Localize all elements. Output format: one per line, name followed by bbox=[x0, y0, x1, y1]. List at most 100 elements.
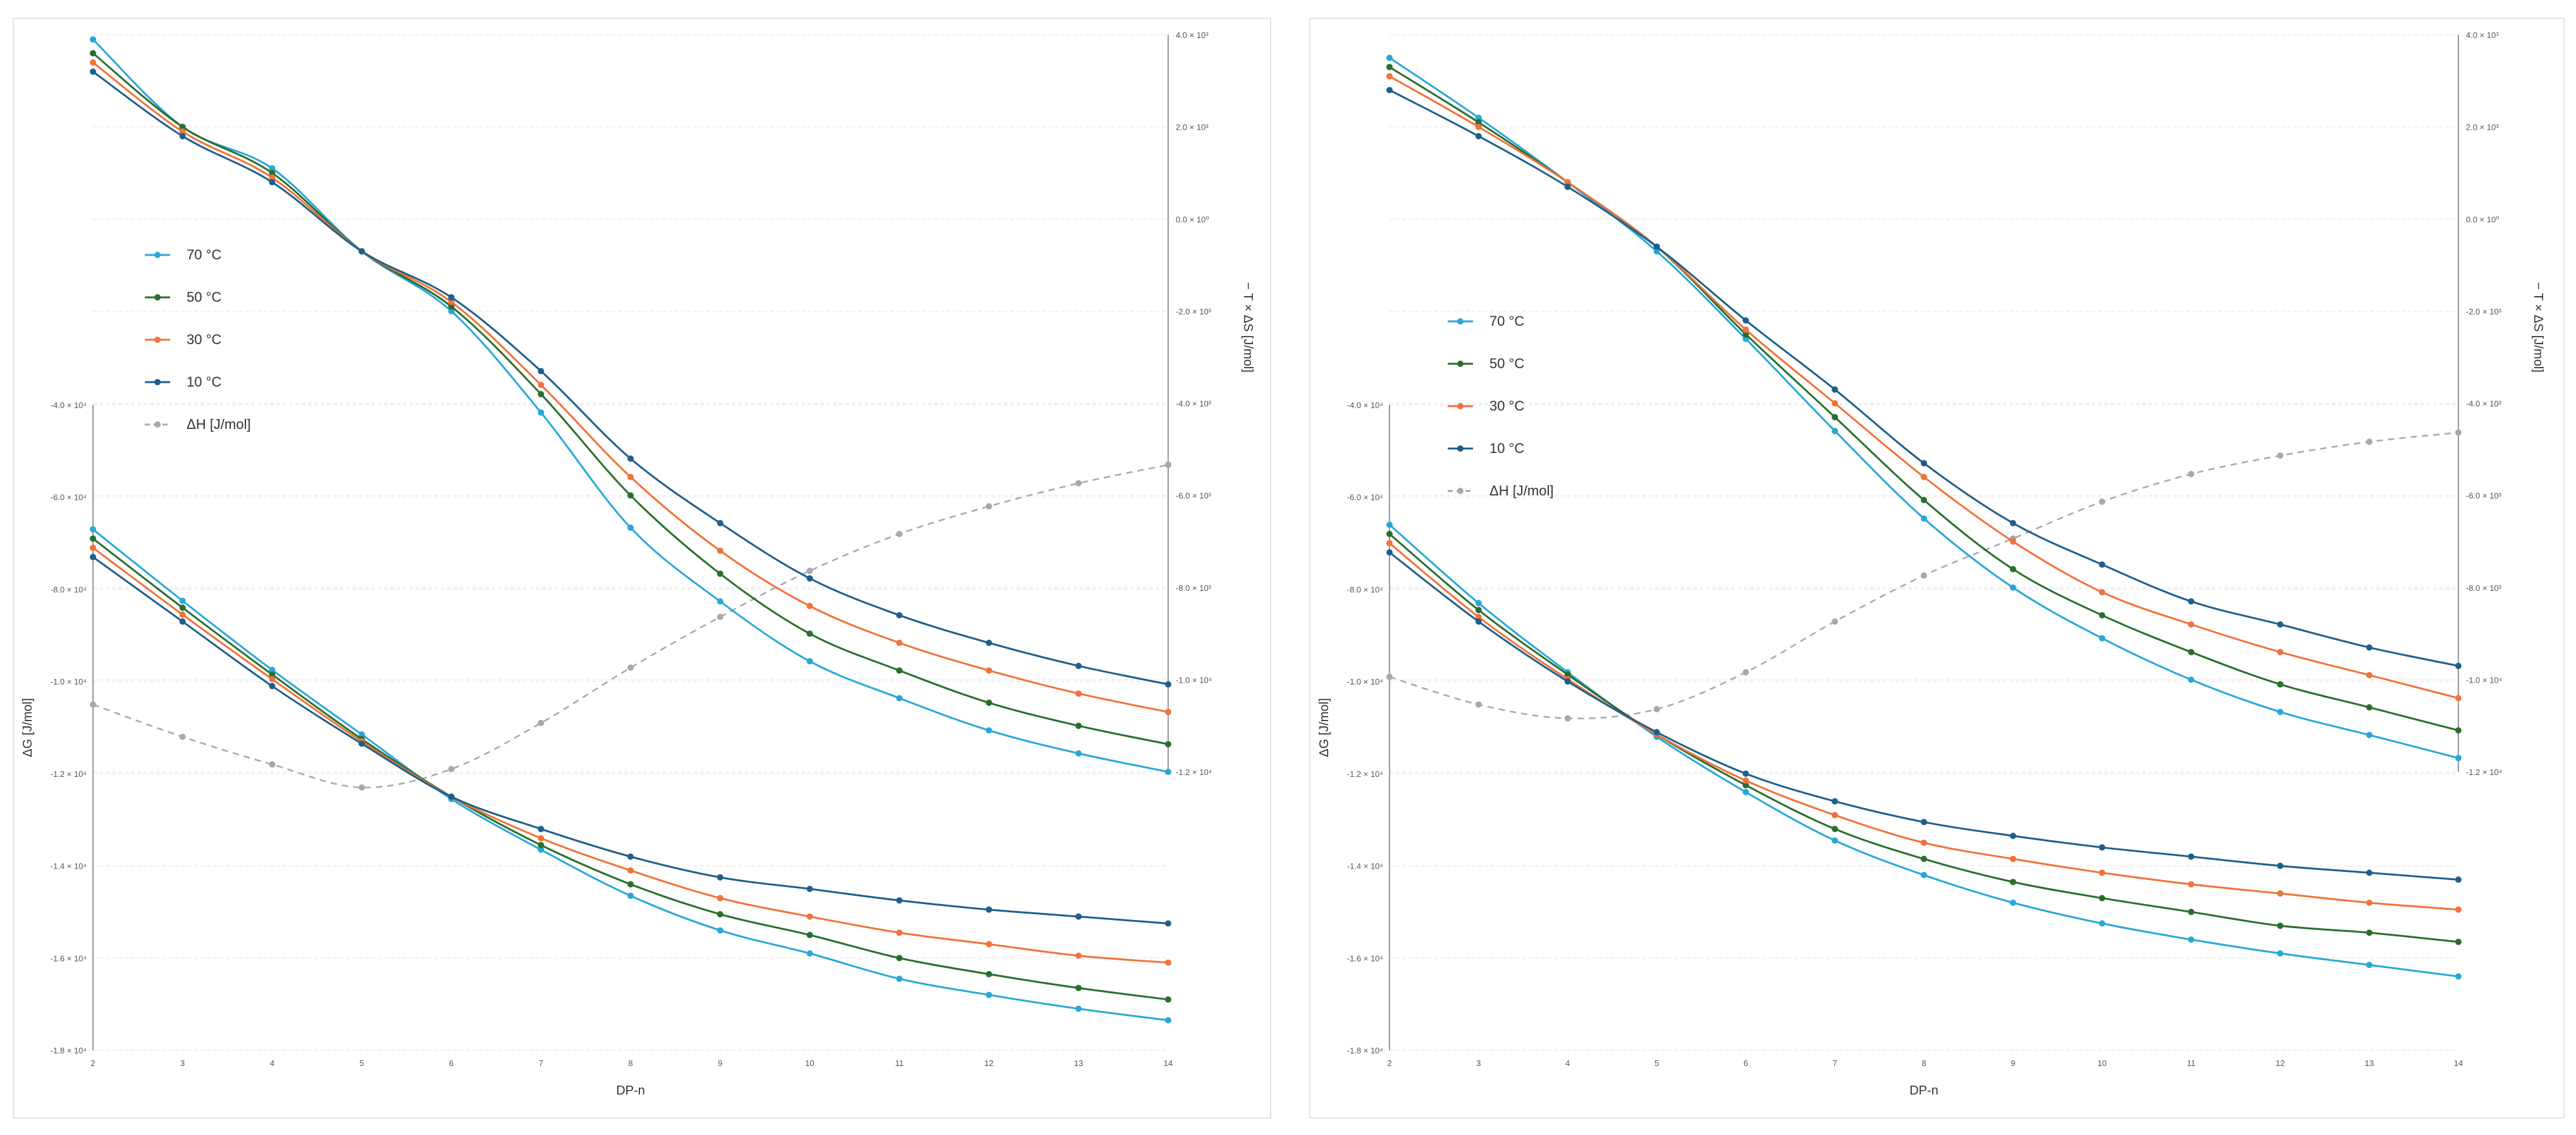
series-dg-2-point bbox=[806, 913, 813, 920]
series-tds-0-point bbox=[1075, 750, 1082, 757]
series-tds-2-point bbox=[2366, 672, 2373, 679]
series-dH-point bbox=[359, 784, 365, 791]
series-dg-0-point bbox=[896, 976, 903, 983]
right-y-tick-label: -8.0 × 10³ bbox=[2466, 583, 2502, 593]
series-dg-2-point bbox=[717, 895, 724, 902]
series-tds-1-line bbox=[92, 52, 1169, 745]
series-tds-1-point bbox=[269, 170, 276, 177]
right-y-axis-title: − T × ΔS [J/mol] bbox=[2531, 282, 2545, 373]
series-dH-point bbox=[1075, 480, 1082, 487]
series-dg-2-point bbox=[1475, 614, 1482, 621]
series-tds-3 bbox=[1386, 87, 2462, 669]
x-tick-label: 5 bbox=[1655, 1058, 1659, 1068]
series-tds-0-point bbox=[2366, 731, 2373, 738]
series-dg-0-point bbox=[717, 927, 724, 934]
series-dg-1-point bbox=[1075, 984, 1082, 991]
series-dg-3-point bbox=[1564, 678, 1571, 685]
left-y-tick-label: -1.0 × 10⁴ bbox=[1347, 677, 1383, 686]
series-dg-2-point bbox=[538, 834, 545, 841]
series-dH-point bbox=[2098, 499, 2105, 505]
series-tds-3 bbox=[90, 68, 1171, 688]
series-dg-1-point bbox=[1386, 531, 1393, 537]
series-dg-0-point bbox=[806, 950, 813, 957]
series-tds-2-point bbox=[1832, 400, 1839, 407]
series-dg-0-point bbox=[2098, 920, 2105, 927]
series-tds-3-point bbox=[90, 68, 96, 75]
series-dg-1-point bbox=[1832, 826, 1839, 833]
series-tds-1-point bbox=[1075, 723, 1082, 729]
right-y-tick-label: -4.0 × 10³ bbox=[1176, 399, 1212, 409]
series-dH-point bbox=[1742, 669, 1749, 676]
series-dg-2-point bbox=[1386, 540, 1393, 547]
series-dH-point bbox=[448, 766, 455, 772]
series-dH-point bbox=[1386, 673, 1393, 680]
legend-swatch-marker bbox=[154, 252, 161, 258]
series-dg-3-point bbox=[1742, 770, 1749, 777]
series-dg-3-point bbox=[2366, 869, 2373, 876]
series-dH-point bbox=[538, 719, 545, 726]
series-dg-3-point bbox=[985, 906, 992, 913]
series-dH-point bbox=[1564, 715, 1571, 722]
series-tds-1-point bbox=[2277, 681, 2284, 688]
series-tds-1 bbox=[1386, 63, 2462, 734]
legend: 70 °C 50 °C 30 °C 10 °C ΔH [J/mol] bbox=[145, 247, 250, 432]
legend-label: 50 °C bbox=[1489, 356, 1524, 371]
series-tds-2-point bbox=[448, 299, 455, 306]
series-dg-0-point bbox=[1475, 600, 1482, 607]
x-tick-label: 10 bbox=[2097, 1058, 2106, 1068]
series-tds-3-point bbox=[1921, 460, 1927, 467]
left-y-tick-label: -1.0 × 10⁴ bbox=[51, 677, 87, 686]
legend-label: 30 °C bbox=[1489, 398, 1524, 414]
series-tds-1 bbox=[90, 50, 1171, 748]
series-tds-1-point bbox=[538, 390, 545, 397]
series-tds-3-point bbox=[1742, 317, 1749, 324]
series-dg-2-point bbox=[896, 929, 903, 936]
gridlines bbox=[1390, 34, 2458, 1051]
series-dg-3-point bbox=[1832, 798, 1839, 805]
series-dg-0-point bbox=[1742, 789, 1749, 795]
series-tds-0-point bbox=[538, 409, 545, 416]
series-dg-3-point bbox=[2277, 862, 2284, 869]
series-tds-3-point bbox=[1832, 386, 1839, 393]
series-tds-1-point bbox=[1742, 331, 1749, 338]
series-dg-3-point bbox=[1075, 913, 1082, 920]
series-dg-1-point bbox=[2277, 922, 2284, 929]
series-tds-1-point bbox=[1475, 119, 1482, 126]
series-tds-2-point bbox=[538, 381, 545, 388]
series-tds-1-point bbox=[179, 123, 186, 130]
series-dg-0-point bbox=[2009, 899, 2016, 906]
series-tds-1-point bbox=[806, 630, 813, 637]
series-tds-2-point bbox=[1564, 179, 1571, 185]
series-dg-1-point bbox=[896, 955, 903, 962]
series-tds-1-point bbox=[1832, 414, 1839, 421]
series-tds-3-point bbox=[448, 294, 455, 301]
series-tds-0-point bbox=[2455, 755, 2462, 762]
series-dg-1-point bbox=[2455, 938, 2462, 945]
series-tds-3-point bbox=[627, 455, 634, 462]
series-tds-3-line bbox=[92, 71, 1169, 686]
series-tds-0-point bbox=[90, 36, 96, 43]
legend-swatch-marker bbox=[1457, 403, 1464, 409]
series-tds-1-point bbox=[448, 303, 455, 310]
series-dg-2-point bbox=[2455, 906, 2462, 913]
legend-label: ΔH [J/mol] bbox=[187, 416, 250, 432]
legend-label: 10 °C bbox=[187, 374, 221, 390]
x-tick-label: 3 bbox=[180, 1058, 185, 1068]
series-tds-2-line bbox=[92, 61, 1169, 713]
series-tds-2-point bbox=[2277, 648, 2284, 655]
series-tds-2-point bbox=[717, 547, 724, 554]
x-tick-label: 2 bbox=[1387, 1058, 1391, 1068]
right-y-tick-label: -1.2 × 10⁴ bbox=[1176, 767, 1212, 777]
x-tick-label: 3 bbox=[1476, 1058, 1481, 1068]
legend-label: 30 °C bbox=[187, 332, 221, 347]
left-y-tick-label: -8.0 × 10⁴ bbox=[51, 585, 87, 594]
series-dg-3-point bbox=[1475, 618, 1482, 625]
series-dH-point bbox=[2277, 452, 2284, 459]
series-dH-point bbox=[2188, 471, 2195, 478]
left-y-tick-label: -1.8 × 10⁴ bbox=[51, 1046, 87, 1055]
right-y-tick-label: -6.0 × 10³ bbox=[2466, 491, 2502, 500]
series-dg-2-line bbox=[92, 547, 1169, 964]
series-dg-3-point bbox=[1386, 549, 1393, 556]
series-dg-0-point bbox=[1386, 521, 1393, 528]
series-dg-0-point bbox=[1832, 837, 1839, 844]
